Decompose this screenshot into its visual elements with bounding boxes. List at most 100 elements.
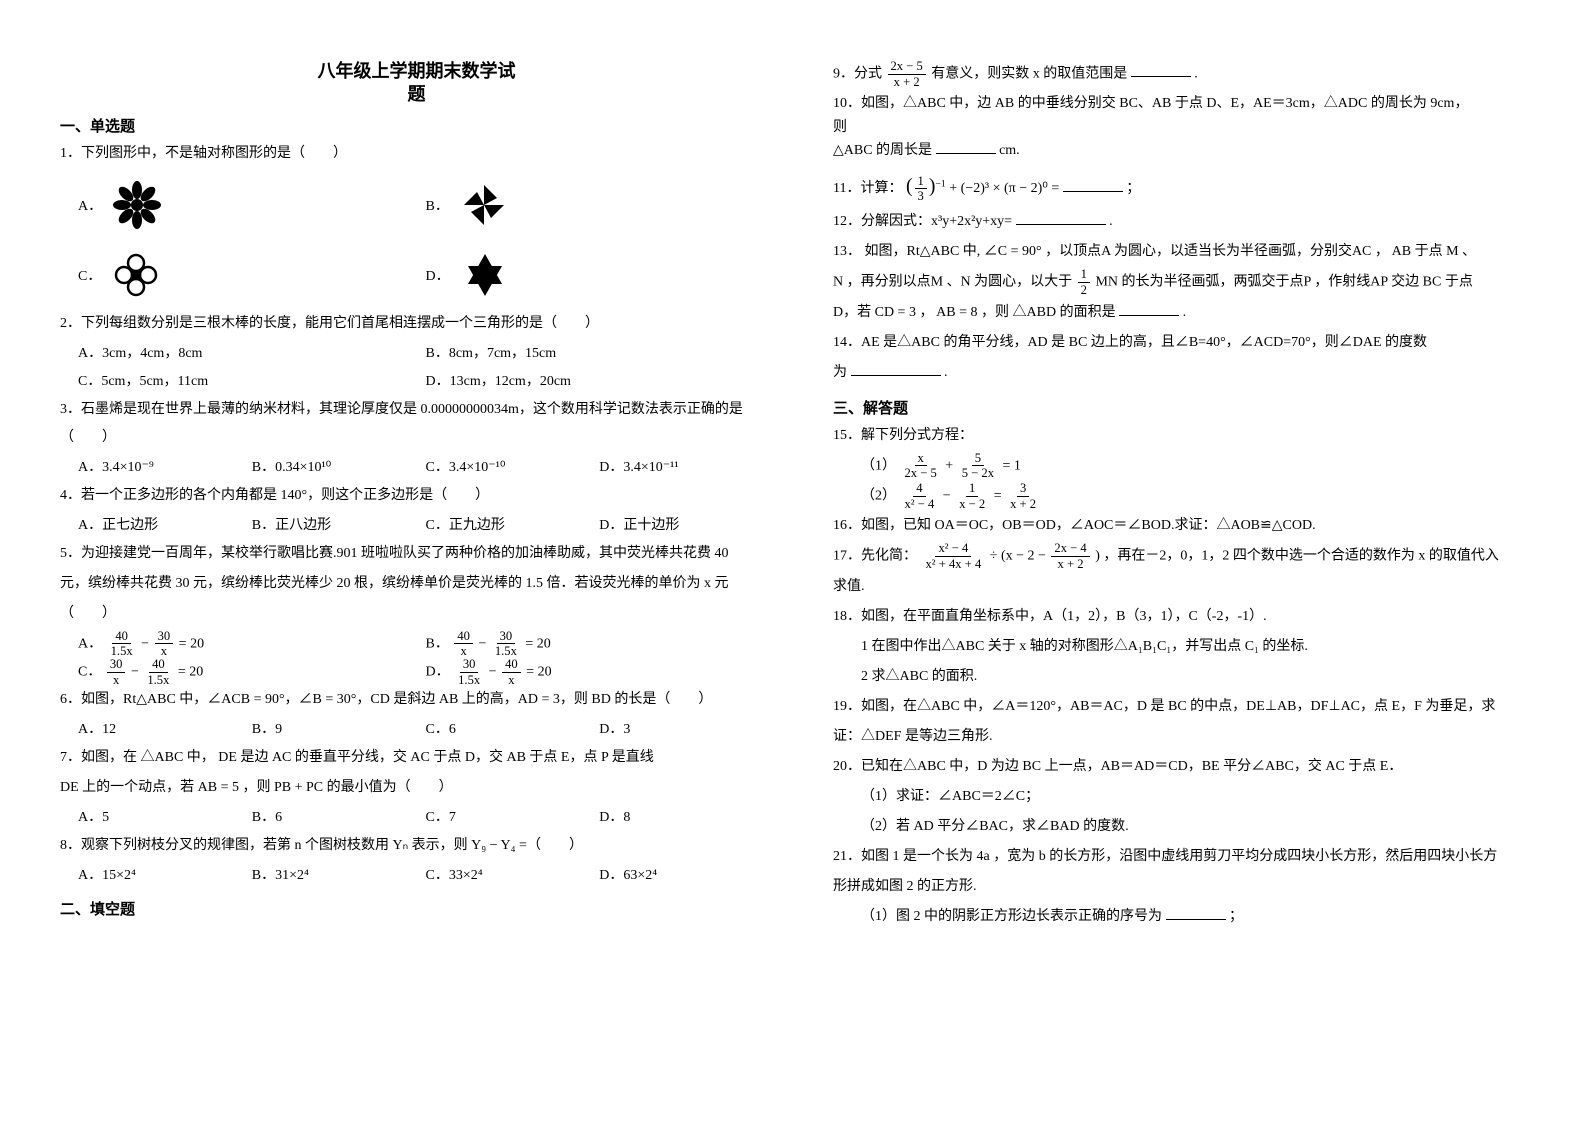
frac: 301.5x	[492, 630, 520, 658]
frac: 2x − 4x + 2	[1051, 542, 1089, 570]
q5-C-label: C．	[78, 664, 101, 679]
q1-opt-C: C．	[78, 250, 426, 300]
q11-mid: + (−2)³ × (π − 2)⁰ =	[949, 181, 1059, 196]
q2-opts: A．3cm，4cm，8cm B．8cm，7cm，15cm C．5cm，5cm，1…	[60, 340, 773, 396]
q17-l2: 求值.	[833, 573, 1546, 601]
q7-B: B．6	[252, 804, 426, 832]
q2-C: C．5cm，5cm，11cm	[78, 368, 426, 396]
q5-C: C． 30x − 401.5x = 20	[78, 658, 426, 686]
q10-l1: 10．如图，△ABC 中，边 AB 的中垂线分别交 BC、AB 于点 D、E，A…	[833, 90, 1546, 118]
q1-opt-B: B．	[426, 180, 774, 230]
frac: 4x² − 4	[902, 482, 938, 510]
q6-A: A．12	[78, 716, 252, 744]
q14-l2: 为 .	[833, 359, 1546, 387]
q12: 12．分解因式：x³y+2x²y+xy= .	[833, 208, 1546, 236]
frac: x2x − 5	[902, 452, 940, 480]
q21-l2: 形拼成如图 2 的正方形.	[833, 873, 1546, 901]
q5-D: D． 301.5x − 40x = 20	[426, 658, 774, 686]
frac: 40x	[454, 630, 473, 658]
q1-opt-A: A．	[78, 180, 426, 230]
pinwheel-icon	[459, 180, 509, 230]
q15-p1: （1） x2x − 5 + 55 − 2x = 1	[833, 452, 1546, 480]
q20-p2: （2）若 AD 平分∠BAC，求∠BAD 的度数.	[833, 813, 1546, 841]
q5-B: B． 40x − 301.5x = 20	[426, 630, 774, 658]
blank	[1166, 906, 1226, 920]
exam-title: 八年级上学期期末数学试 题	[60, 60, 773, 107]
q3-D: D．3.4×10⁻¹¹	[599, 454, 773, 482]
q9-pre: 9．分式	[833, 66, 886, 81]
blank	[1063, 178, 1123, 192]
q5-A: A． 401.5x − 30x = 20	[78, 630, 426, 658]
q5-B-label: B．	[426, 636, 449, 651]
clover-icon	[111, 250, 161, 300]
frac: 30x	[155, 630, 174, 658]
q20-p1: （1）求证：∠ABC＝2∠C；	[833, 783, 1546, 811]
frac: 3x + 2	[1007, 482, 1039, 510]
q18-p2: 2 求△ABC 的面积.	[833, 663, 1546, 691]
q6-D: D．3	[599, 716, 773, 744]
q7-stem-b: DE 上的一个动点，若 AB = 5 ，则 PB + PC 的最小值为（ ）	[60, 774, 773, 802]
section-2-header: 二、填空题	[60, 898, 773, 919]
q12-pre: 12．分解因式：x³y+2x²y+xy=	[833, 214, 1012, 229]
star-of-david-icon	[460, 250, 510, 300]
q10-l2: 则 △ABC 的周长是 cm.	[833, 120, 1546, 165]
section-1-header: 一、单选题	[60, 115, 773, 136]
q4-C: C．正九边形	[426, 512, 600, 540]
blank	[1016, 211, 1106, 225]
blank	[1119, 302, 1179, 316]
q12-end: .	[1109, 214, 1113, 229]
blank	[851, 362, 941, 376]
q3-stem: 3．石墨烯是现在世界上最薄的纳米材料，其理论厚度仅是 0.00000000034…	[60, 396, 773, 452]
left-column: 八年级上学期期末数学试 题 一、单选题 1．下列图形中，不是轴对称图形的是（ ）…	[60, 60, 803, 1082]
q2-D: D．13cm，12cm，20cm	[426, 368, 774, 396]
q4-B: B．正八边形	[252, 512, 426, 540]
right-column: 9．分式 2x − 5x + 2 有意义，则实数 x 的取值范围是 . 10．如…	[803, 60, 1546, 1082]
q14-l1: 14．AE 是△ABC 的角平分线，AD 是 BC 边上的高，且∠B=40°，∠…	[833, 329, 1546, 357]
q1-C-label: C．	[78, 265, 101, 285]
q4-stem: 4．若一个正多边形的各个内角都是 140°，则这个正多边形是（ ）	[60, 482, 773, 510]
q6-B: B．9	[252, 716, 426, 744]
q19-l2: 证：△DEF 是等边三角形.	[833, 723, 1546, 751]
q9: 9．分式 2x − 5x + 2 有意义，则实数 x 的取值范围是 .	[833, 60, 1546, 88]
q13-l3: D，若 CD = 3 ， AB = 8 ，则 △ABD 的面积是 .	[833, 299, 1546, 327]
q16: 16．如图，已知 OA＝OC，OB＝OD，∠AOC＝∠BOD.求证：△AOB≌△…	[833, 512, 1546, 540]
q4-opts: A．正七边形 B．正八边形 C．正九边形 D．正十边形	[60, 512, 773, 540]
q1-A-label: A．	[78, 195, 102, 215]
title-line2: 题	[60, 83, 773, 106]
q1-D-label: D．	[426, 265, 450, 285]
q5-D-label: D．	[426, 664, 450, 679]
q2-stem: 2．下列每组数分别是三根木棒的长度，能用它们首尾相连摆成一个三角形的是（ ）	[60, 310, 773, 338]
q1-B-label: B．	[426, 195, 449, 215]
frac: 12	[1078, 268, 1090, 296]
flower-icon	[112, 180, 162, 230]
q3-C: C．3.4×10⁻¹⁰	[426, 454, 600, 482]
q2-B: B．8cm，7cm，15cm	[426, 340, 774, 368]
q6-C: C．6	[426, 716, 600, 744]
q8-A: A．15×2⁴	[78, 862, 252, 890]
blank	[936, 140, 996, 154]
frac: 1x − 2	[956, 482, 988, 510]
q15-p2: （2） 4x² − 4 − 1x − 2 = 3x + 2	[833, 482, 1546, 510]
q1-row2: C． D．	[60, 250, 773, 300]
q1-stem: 1．下列图形中，不是轴对称图形的是（ ）	[60, 140, 773, 168]
q9-end: .	[1194, 66, 1198, 81]
q8-D: D．63×2⁴	[599, 862, 773, 890]
frac: x² − 4x² + 4x + 4	[923, 542, 985, 570]
q15-stem: 15．解下列分式方程：	[833, 422, 1546, 450]
q11-pre: 11．计算：	[833, 181, 902, 196]
q5-A-label: A．	[78, 636, 102, 651]
frac: 13	[915, 175, 927, 203]
q5-opts: A． 401.5x − 30x = 20 B． 40x − 301.5x = 2…	[60, 630, 773, 687]
q8-stem: 8．观察下列树枝分叉的规律图，若第 n 个图树枝数用 Yₙ 表示，则 Y₉ − …	[60, 832, 773, 860]
q7-A: A．5	[78, 804, 252, 832]
q3-A: A．3.4×10⁻⁹	[78, 454, 252, 482]
q1-opt-D: D．	[426, 250, 774, 300]
q13-l2: N ，再分别以点M 、N 为圆心，以大于 12 MN 的长为半径画弧，两弧交于点…	[833, 268, 1546, 296]
frac: 30x	[107, 658, 126, 686]
q1-row1: A． B．	[60, 180, 773, 230]
frac: 401.5x	[108, 630, 136, 658]
q18-p1: 1 在图中作出△ABC 关于 x 轴的对称图形△A₁B₁C₁，并写出点 C₁ 的…	[833, 633, 1546, 661]
q11: 11．计算： (13)−1 + (−2)³ × (π − 2)⁰ = ；	[833, 167, 1546, 206]
q8-B: B．31×2⁴	[252, 862, 426, 890]
frac: 55 − 2x	[959, 452, 997, 480]
